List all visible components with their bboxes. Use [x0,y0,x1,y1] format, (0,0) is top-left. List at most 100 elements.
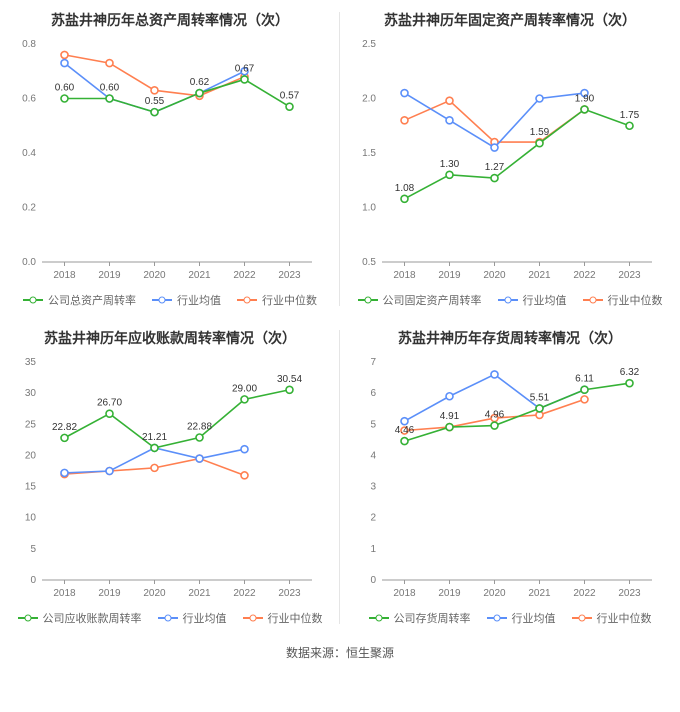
chart-legend: 公司固定资产周转率 行业均值 行业中位数 [346,292,674,308]
svg-text:6: 6 [370,388,376,399]
svg-text:2020: 2020 [143,588,166,599]
svg-text:2021: 2021 [528,588,551,599]
svg-text:5: 5 [30,544,36,555]
legend-label: 行业均值 [183,610,227,626]
chart-area: 012345672018201920202021202220234.464.91… [346,354,674,604]
svg-text:0.67: 0.67 [235,63,255,74]
svg-text:22.82: 22.82 [52,422,77,433]
svg-text:4: 4 [370,450,376,461]
legend-label: 行业中位数 [597,610,652,626]
svg-text:2021: 2021 [188,588,211,599]
legend-label: 行业中位数 [262,292,317,308]
svg-text:1.27: 1.27 [485,162,505,173]
svg-text:2022: 2022 [573,270,596,281]
chart-svg: 0.51.01.52.02.52018201920202021202220231… [346,36,666,286]
legend-label: 公司固定资产周转率 [383,292,482,308]
svg-text:2021: 2021 [528,270,551,281]
svg-text:2018: 2018 [53,270,76,281]
svg-text:0.5: 0.5 [362,257,376,268]
svg-text:20: 20 [25,450,37,461]
svg-text:2020: 2020 [483,588,506,599]
legend-label: 行业均值 [177,292,221,308]
svg-text:0.57: 0.57 [280,91,300,102]
svg-text:2018: 2018 [53,588,76,599]
svg-text:2023: 2023 [278,270,301,281]
svg-text:2.5: 2.5 [362,39,376,50]
panel-fixed-asset-turnover: 苏盐井神历年固定资产周转率情况（次） 0.51.01.52.02.5201820… [340,0,680,318]
svg-text:1.0: 1.0 [362,203,376,214]
svg-text:1.08: 1.08 [395,183,415,194]
chart-title: 苏盐井神历年应收账款周转率情况（次） [6,328,334,348]
svg-text:26.70: 26.70 [97,398,122,409]
svg-text:1.59: 1.59 [530,127,550,138]
panel-total-asset-turnover: 苏盐井神历年总资产周转率情况（次） 0.00.20.40.60.82018201… [0,0,340,318]
chart-area: 0510152025303520182019202020212022202322… [6,354,334,604]
chart-title: 苏盐井神历年总资产周转率情况（次） [6,10,334,30]
svg-text:1: 1 [370,544,376,555]
legend-label: 公司应收账款周转率 [43,610,142,626]
svg-text:2021: 2021 [188,270,211,281]
svg-text:0.4: 0.4 [22,148,36,159]
svg-text:15: 15 [25,482,37,493]
svg-text:6.32: 6.32 [620,367,640,378]
chart-title: 苏盐井神历年固定资产周转率情况（次） [346,10,674,30]
legend-item-industry-avg: 行业均值 [498,292,567,308]
svg-text:1.5: 1.5 [362,148,376,159]
legend-label: 行业均值 [512,610,556,626]
chart-area: 0.51.01.52.02.52018201920202021202220231… [346,36,674,286]
svg-text:1.75: 1.75 [620,110,640,121]
svg-text:10: 10 [25,513,37,524]
chart-svg: 0510152025303520182019202020212022202322… [6,354,326,604]
svg-text:30.54: 30.54 [277,374,302,385]
chart-legend: 公司总资产周转率 行业均值 行业中位数 [6,292,334,308]
svg-text:1.30: 1.30 [440,159,460,170]
svg-text:29.00: 29.00 [232,383,257,394]
svg-text:21.21: 21.21 [142,432,167,443]
svg-text:2023: 2023 [278,588,301,599]
svg-text:2020: 2020 [143,270,166,281]
legend-swatch-industry-median [237,296,257,304]
svg-text:0: 0 [370,575,376,586]
legend-item-industry-avg: 行业均值 [158,610,227,626]
svg-text:2019: 2019 [438,270,461,281]
panel-inventory-turnover: 苏盐井神历年存货周转率情况（次） 0 1 2 3 4 5 6 7 2018 2019 2020 202… [340,318,680,636]
svg-text:0.6: 0.6 [22,94,36,105]
svg-text:5: 5 [370,419,376,430]
svg-text:2019: 2019 [98,588,121,599]
svg-text:0.2: 0.2 [22,203,36,214]
legend-label: 公司存货周转率 [394,610,471,626]
svg-text:1.90: 1.90 [575,93,595,104]
svg-text:2020: 2020 [483,270,506,281]
chart-svg: 0.00.20.40.60.82018201920202021202220230… [6,36,326,286]
svg-text:0.8: 0.8 [22,39,36,50]
data-source-footer: 数据来源：恒生聚源 [0,644,680,661]
chart-svg: 012345672018201920202021202220234.464.91… [346,354,666,604]
svg-text:5.51: 5.51 [530,392,550,403]
svg-text:0.60: 0.60 [55,83,75,94]
svg-text:2019: 2019 [438,588,461,599]
legend-item-company: 公司存货周转率 [369,610,471,626]
svg-text:2018: 2018 [393,588,416,599]
svg-text:3: 3 [370,482,376,493]
legend-item-company: 公司总资产周转率 [23,292,136,308]
legend-swatch-industry-avg [152,296,172,304]
svg-text:2023: 2023 [618,270,641,281]
legend-item-industry-median: 行业中位数 [237,292,317,308]
svg-text:4.96: 4.96 [485,410,505,421]
svg-text:2: 2 [370,513,376,524]
svg-text:0.62: 0.62 [190,77,210,88]
svg-text:35: 35 [25,357,37,368]
svg-text:0.0: 0.0 [22,257,36,268]
svg-text:2022: 2022 [233,588,256,599]
svg-text:2.0: 2.0 [362,94,376,105]
charts-grid: 苏盐井神历年总资产周转率情况（次） 0.00.20.40.60.82018201… [0,0,680,636]
legend-item-industry-avg: 行业均值 [487,610,556,626]
svg-text:22.88: 22.88 [187,421,212,432]
svg-text:7: 7 [370,357,376,368]
chart-title: 苏盐井神历年存货周转率情况（次） [346,328,674,348]
svg-text:2022: 2022 [233,270,256,281]
legend-item-industry-median: 行业中位数 [583,292,663,308]
legend-swatch-company [23,296,43,304]
legend-label: 行业均值 [523,292,567,308]
svg-text:0.60: 0.60 [100,83,120,94]
